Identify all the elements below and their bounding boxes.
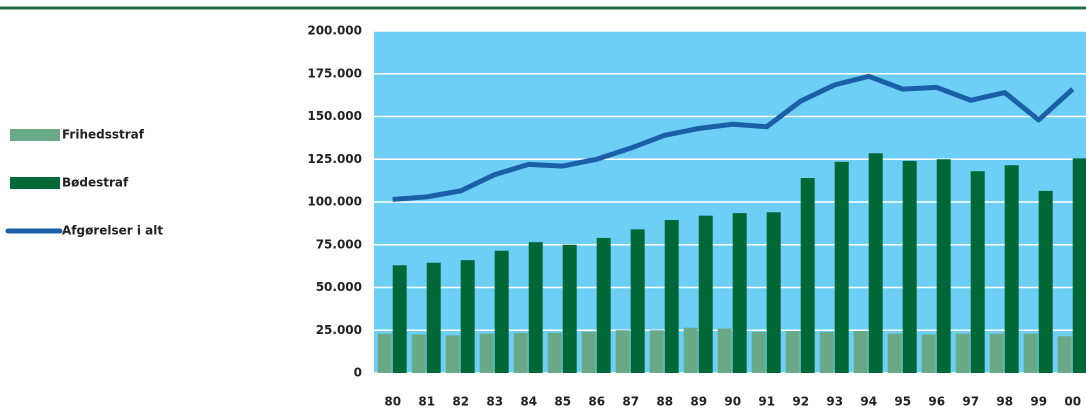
x-tick-label: 95 [894, 395, 911, 409]
bar [717, 328, 732, 373]
x-tick-label: 89 [690, 395, 707, 409]
bar [785, 331, 800, 373]
bar [528, 242, 543, 373]
x-tick-label: 98 [996, 395, 1013, 409]
bar [868, 153, 883, 373]
bar [819, 331, 834, 373]
bar [902, 160, 917, 373]
bar [377, 333, 392, 373]
x-tick-label: 93 [826, 395, 843, 409]
bar [853, 331, 868, 373]
y-tick-label: 100.000 [307, 195, 362, 209]
bar [936, 159, 951, 373]
bar [1038, 190, 1053, 373]
y-tick-label: 50.000 [316, 280, 362, 294]
x-tick-label: 83 [486, 395, 503, 409]
bar [1057, 336, 1072, 373]
x-tick-label: 90 [724, 395, 741, 409]
x-tick-label: 86 [588, 395, 605, 409]
bar [1072, 158, 1086, 373]
bar [887, 333, 902, 373]
x-tick-label: 97 [962, 395, 979, 409]
bar [562, 244, 577, 373]
x-tick-label: 87 [622, 395, 639, 409]
x-tick-label: 96 [928, 395, 945, 409]
y-tick-label: 175.000 [307, 66, 362, 80]
legend-swatch [10, 129, 60, 141]
legend-label: Frihedsstraf [62, 128, 145, 142]
bar [698, 215, 713, 373]
x-tick-label: 80 [384, 395, 401, 409]
x-tick-label: 81 [418, 395, 435, 409]
bar [513, 332, 528, 373]
bar [1004, 165, 1019, 373]
bar [732, 213, 747, 373]
x-tick-label: 92 [792, 395, 809, 409]
bar [683, 327, 698, 373]
bar [494, 250, 509, 373]
bar [664, 219, 679, 373]
bar [649, 330, 664, 373]
y-tick-label: 0 [354, 366, 362, 380]
y-tick-label: 125.000 [307, 152, 362, 166]
bar [426, 262, 441, 373]
bar [970, 171, 985, 373]
bar [751, 331, 766, 373]
bar [445, 335, 460, 373]
x-tick-label: 99 [1030, 395, 1047, 409]
y-tick-label: 75.000 [316, 237, 362, 251]
legend-swatch [10, 177, 60, 189]
bar [411, 334, 426, 373]
bar [392, 265, 407, 373]
bar [615, 330, 630, 373]
bar [479, 333, 494, 373]
line-series [392, 73, 1075, 202]
bar [460, 260, 475, 373]
x-tick-label: 82 [452, 395, 469, 409]
bar [766, 212, 781, 373]
x-tick-label: 91 [758, 395, 775, 409]
y-tick-label: 150.000 [307, 109, 362, 123]
bar [630, 229, 645, 373]
bar [800, 178, 815, 373]
bar [1023, 333, 1038, 373]
x-tick-label: 88 [656, 395, 673, 409]
bar [596, 237, 611, 373]
x-tick-label: 94 [860, 395, 877, 409]
legend-label: Afgørelser i alt [62, 224, 163, 238]
y-tick-label: 25.000 [316, 323, 362, 337]
y-tick-label: 200.000 [307, 24, 362, 38]
x-tick-label: 85 [554, 395, 571, 409]
bar [989, 333, 1004, 373]
bar [955, 333, 970, 373]
bar [581, 331, 596, 373]
legend-label: Bødestraf [62, 176, 129, 190]
x-tick-label: 00 [1064, 395, 1081, 409]
bar [921, 334, 936, 373]
bar [834, 161, 849, 373]
bar [547, 332, 562, 373]
x-tick-label: 84 [520, 395, 537, 409]
